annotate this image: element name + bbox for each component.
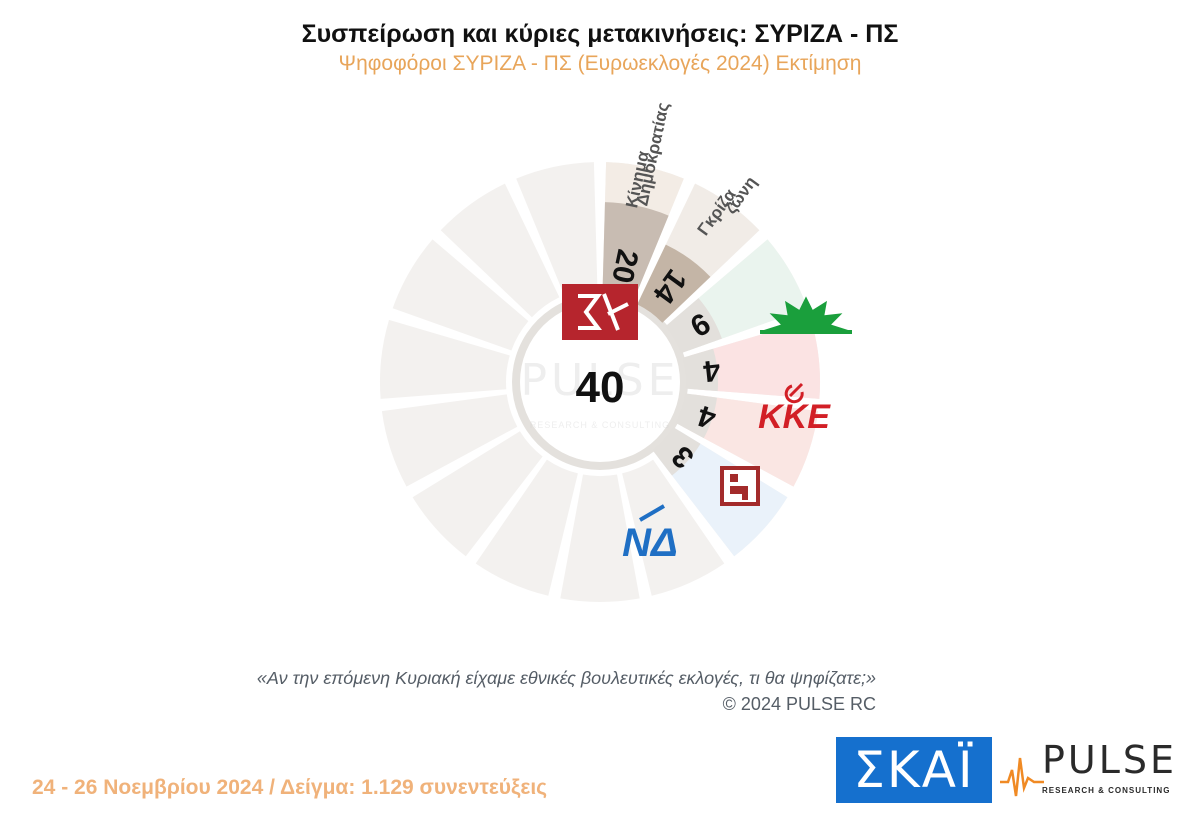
background-segment [381,394,518,487]
value-bar [682,348,719,392]
survey-footer: 24 - 26 Νοεμβρίου 2024 / Δείγμα: 1.129 σ… [32,776,548,799]
kke-text: ΚΚΕ [758,398,831,436]
value-bar [675,393,717,439]
value-bar [665,298,722,354]
pulse-logo: PULSE RESEARCH & CONSULTING [1000,738,1190,804]
value-label: 4 [701,353,721,388]
nd-logo: ΝΔ [622,504,678,565]
center-disc [520,302,680,462]
background-segment [516,162,598,296]
pulse-wave-icon [1000,757,1044,797]
background-segment [412,431,543,557]
background-segment [475,459,578,596]
syriza-logo [562,284,638,340]
party-band-segment [690,319,821,399]
chart-subtitle: Ψηφοφόροι ΣΥΡΙΖΑ - ΠΣ (Ευρωεκλογές 2024)… [338,52,862,75]
background-segment [440,183,560,318]
survey-question: «Αν την επόμενη Κυριακή είχαμε εθνικές β… [256,668,876,688]
nd-text: ΝΔ [622,521,678,565]
chart-title: Συσπείρωση και κύριες μετακινήσεις: ΣΥΡΙ… [301,20,899,48]
value-bars [602,202,722,476]
copyright: © 2024 PULSE RC [722,694,876,714]
watermark-sub: RESEARCH & CONSULTING [530,420,670,430]
background-segment [622,459,725,596]
kke-logo: ΚΚΕ [758,382,831,436]
watermark-word: PULSE [521,355,680,406]
background-segment [392,239,529,351]
skai-logo: ΣΚΑΪ [836,737,992,803]
value-bar [602,202,669,303]
pasok-logo [760,296,852,334]
party-band-segment [682,394,819,487]
background-segment [560,474,640,603]
value-bar [637,244,711,323]
background-segment [379,319,510,399]
center-watermark: PULSE RESEARCH & CONSULTING [521,355,680,430]
pulse-wordmark: PULSE [1042,738,1178,782]
pulse-subtitle: RESEARCH & CONSULTING [1042,786,1171,795]
value-label: 20 [605,246,644,286]
center-value: 40 [576,363,625,412]
value-bar [652,427,701,476]
plefsi-logo [720,466,760,506]
